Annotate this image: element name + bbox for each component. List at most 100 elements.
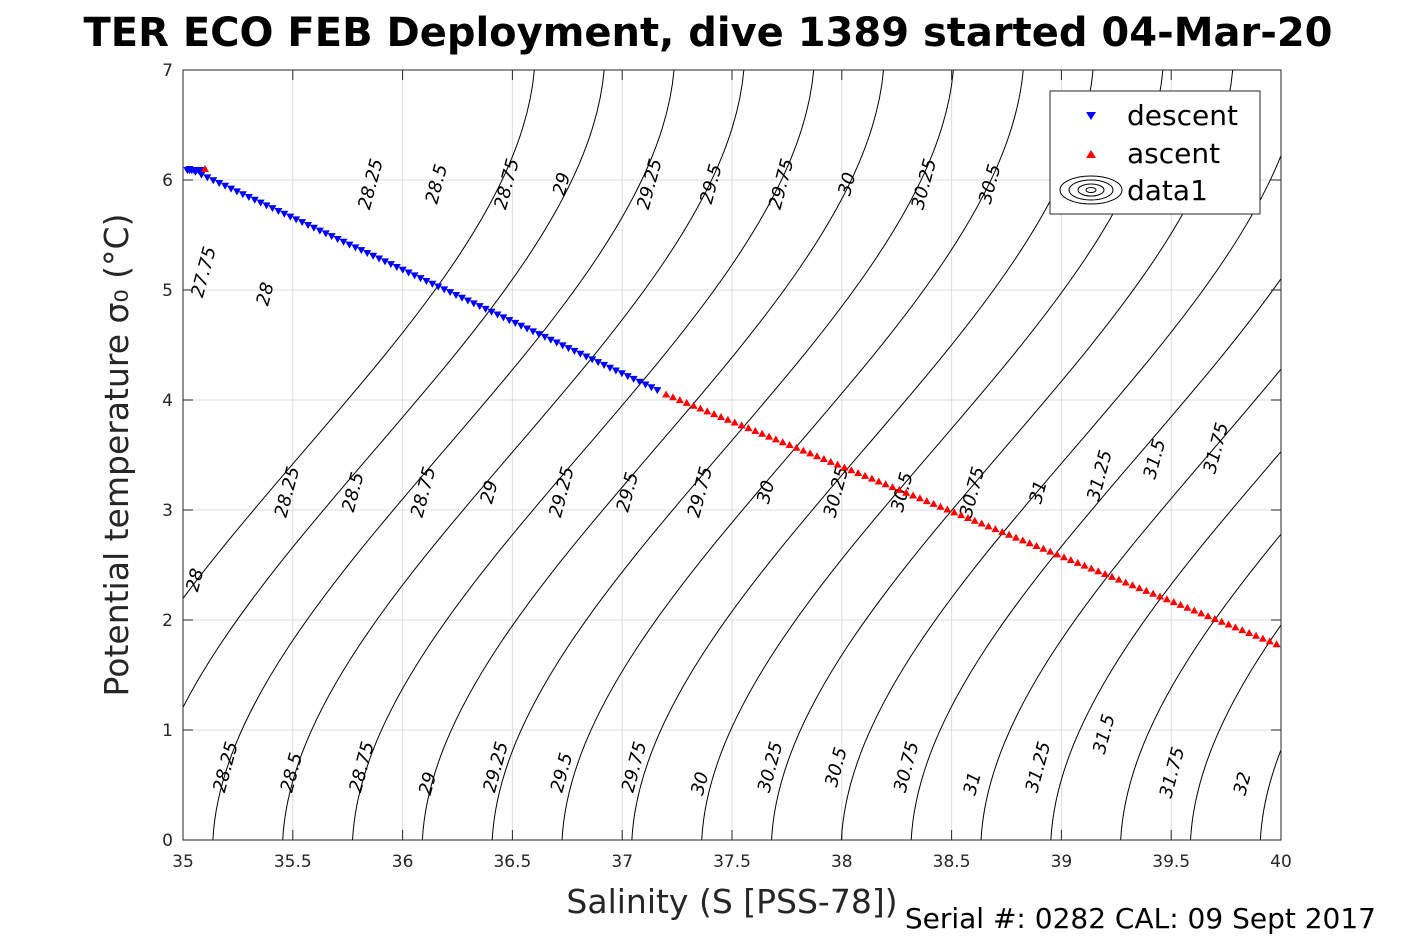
ascent-point — [936, 502, 945, 510]
ascent-point — [200, 165, 209, 172]
ascent-point — [1231, 623, 1240, 631]
ascent-point — [915, 494, 924, 502]
descent-point — [534, 331, 543, 339]
ascent-point — [1238, 626, 1247, 634]
descent-point — [280, 210, 289, 218]
serial-cal-footer: Serial #: 0282 CAL: 09 Sept 2017 — [905, 902, 1376, 935]
x-tick-label: 35.5 — [274, 852, 312, 872]
descent-point — [292, 216, 301, 224]
y-tick-label: 2 — [162, 611, 173, 631]
descent-point — [558, 342, 567, 350]
descent-point — [517, 322, 526, 330]
descent-point — [588, 356, 597, 364]
isopycnal-line — [282, 70, 745, 840]
legend-ascent-label: ascent — [1127, 137, 1220, 170]
isopycnal-line — [421, 70, 885, 840]
chart-title: TER ECO FEB Deployment, dive 1389 starte… — [83, 10, 1332, 56]
ascent-point — [1176, 600, 1185, 608]
descent-point — [600, 361, 609, 369]
descent-point — [227, 185, 236, 193]
ascent-point — [854, 469, 863, 477]
ascent-point — [963, 513, 972, 521]
y-tick-label: 3 — [162, 501, 173, 521]
ascent-point — [977, 519, 986, 527]
descent-point — [392, 263, 401, 271]
descent-point — [499, 314, 508, 322]
ascent-point — [1107, 572, 1116, 580]
ascent-point — [778, 438, 787, 446]
ascent-point — [1094, 567, 1103, 575]
descent-point — [594, 359, 603, 367]
legend-ascent-marker — [1086, 150, 1096, 158]
legend-box — [1049, 90, 1261, 215]
ascent-point — [1025, 539, 1034, 547]
descent-point — [505, 317, 514, 325]
ascent-point — [1162, 595, 1171, 603]
descent-point — [635, 378, 644, 386]
ascent-point — [785, 441, 794, 449]
ascent-point — [1183, 603, 1192, 611]
descent-point — [268, 205, 277, 213]
isopycnal-line — [561, 70, 1024, 840]
ascent-point — [840, 463, 849, 471]
ascent-point — [874, 477, 883, 485]
ascent-point — [1005, 530, 1014, 538]
ascent-point — [662, 390, 671, 398]
x-tick-label: 35 — [172, 852, 194, 872]
isopycnal-line — [491, 70, 954, 840]
ascent-point — [1169, 598, 1178, 606]
ascent-point — [696, 404, 705, 412]
descent-point — [564, 345, 573, 353]
ascent-point — [943, 505, 952, 513]
descent-point — [215, 179, 224, 187]
y-tick-label: 5 — [162, 281, 173, 301]
ascent-point — [771, 435, 780, 443]
ascent-point — [799, 446, 808, 454]
ascent-point — [1121, 578, 1130, 586]
descent-point — [203, 174, 212, 182]
descent-point — [540, 333, 549, 341]
legend-data1-label: data1 — [1127, 174, 1208, 207]
isopycnal-line — [1330, 70, 1417, 840]
isopycnal-line — [352, 70, 815, 840]
ascent-point — [730, 418, 739, 426]
x-tick-label: 36.5 — [493, 852, 531, 872]
legend-contour-icon — [1059, 175, 1123, 205]
descent-point — [363, 249, 372, 257]
ascent-point — [847, 466, 856, 474]
y-axis-label: Potential temperature σ₀ (°C) — [97, 214, 136, 697]
descent-point — [197, 171, 206, 179]
descent-point — [582, 353, 591, 361]
ascent-point — [1155, 592, 1164, 600]
ascent-point — [950, 508, 959, 516]
ascent-point — [1135, 584, 1144, 592]
descent-point — [380, 258, 389, 266]
descent-point — [605, 364, 614, 372]
ascent-point — [1149, 589, 1158, 597]
ascent-point — [1059, 553, 1068, 561]
x-tick-label: 38.5 — [933, 852, 971, 872]
ascent-point — [819, 455, 828, 463]
descent-point — [304, 221, 313, 229]
descent-point — [611, 367, 620, 375]
ascent-point — [1128, 581, 1137, 589]
isopycnal-line — [183, 70, 605, 709]
ascent-point — [792, 443, 801, 451]
ascent-point — [991, 525, 1000, 533]
x-tick-label: 37 — [611, 852, 633, 872]
x-tick-label: 40 — [1270, 852, 1292, 872]
descent-point — [274, 207, 283, 215]
ascent-point — [1224, 620, 1233, 628]
descent-point — [546, 336, 555, 344]
ascent-point — [957, 511, 966, 519]
x-tick-label: 38 — [831, 852, 853, 872]
ascent-point — [1080, 561, 1089, 569]
descent-point — [345, 241, 354, 249]
descent-point — [570, 347, 579, 355]
x-axis-label: Salinity (S [PSS-78]) — [566, 882, 897, 921]
ascent-point — [1252, 631, 1261, 639]
legend-descent-label: descent — [1127, 99, 1238, 132]
descent-point — [552, 339, 561, 347]
descent-point — [232, 188, 241, 196]
legend-descent-marker — [1086, 112, 1096, 120]
